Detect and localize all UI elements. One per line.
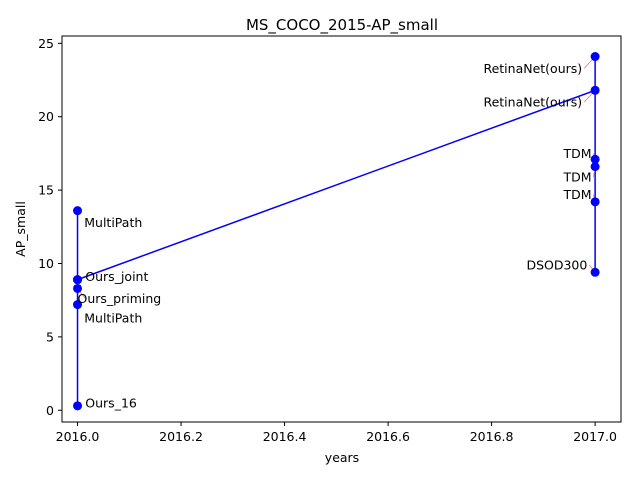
data-point (73, 401, 83, 411)
data-label: DSOD300 (526, 257, 587, 272)
data-point (73, 275, 83, 285)
data-label: TDM (562, 169, 591, 184)
plot-frame (61, 35, 622, 423)
data-point (590, 197, 600, 207)
data-point (590, 267, 600, 277)
y-tick-label: 0 (46, 403, 54, 418)
data-label: MultiPath (84, 215, 142, 230)
plot-area: Ours_16 MultiPath Ours_priming Ours_joint Mu… (73, 52, 600, 410)
x-tick-label: 2016.6 (366, 429, 410, 444)
y-tick-label: 20 (38, 109, 54, 124)
y-tick-label: 15 (38, 183, 54, 198)
x-axis-label: years (325, 450, 359, 465)
data-label: Ours_16 (85, 395, 137, 410)
data-label: MultiPath (84, 310, 142, 325)
y-axis-label: AP_small (13, 201, 28, 257)
data-point (73, 300, 83, 310)
data-point (590, 154, 600, 164)
data-point (590, 52, 600, 62)
data-label: RetinaNet(ours) (483, 95, 582, 110)
x-tick-label: 2017.0 (573, 429, 617, 444)
data-point (590, 162, 600, 172)
axes: 2016.0 2016.2 2016.4 2016.6 2016.8 2017.0 0 5 10… (38, 36, 617, 444)
chart-title: MS_COCO_2015-AP_small (246, 16, 438, 35)
x-tick-label: 2016.4 (263, 429, 307, 444)
x-tick-label: 2016.0 (56, 429, 100, 444)
data-label: TDM (562, 187, 591, 202)
x-tick-label: 2016.2 (159, 429, 203, 444)
data-label: Ours_priming (78, 291, 162, 306)
y-tick-label: 10 (38, 256, 54, 271)
y-tick-label: 25 (38, 36, 54, 51)
data-label: Ours_joint (85, 269, 148, 284)
data-point (73, 283, 83, 293)
data-label: TDM (562, 146, 591, 161)
y-tick-label: 5 (46, 329, 54, 344)
data-point (73, 206, 83, 216)
data-point (590, 85, 600, 95)
x-tick-label: 2016.8 (470, 429, 514, 444)
data-label: RetinaNet(ours) (483, 61, 582, 76)
